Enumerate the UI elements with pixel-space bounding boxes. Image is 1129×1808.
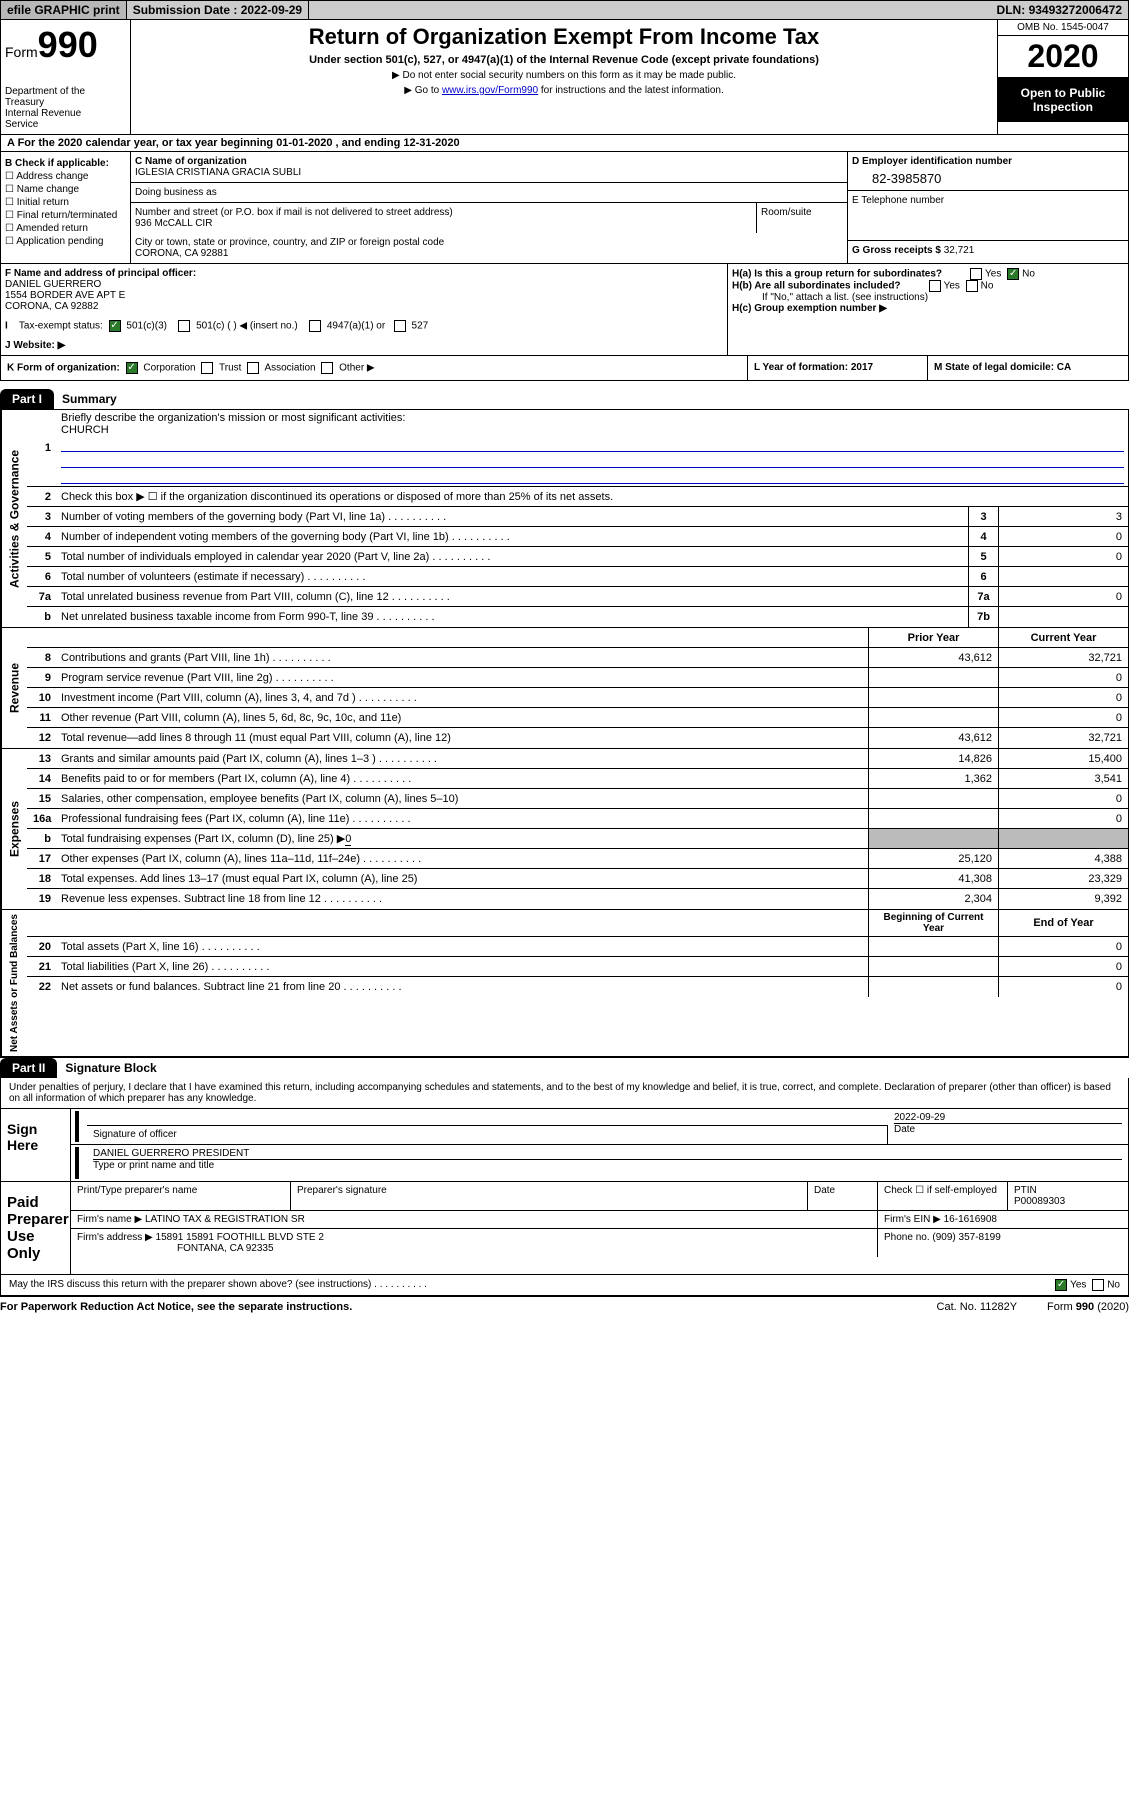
efile-print-button[interactable]: efile GRAPHIC print bbox=[1, 1, 127, 19]
public-inspection: Open to Public Inspection bbox=[998, 78, 1128, 122]
dept-treasury: Department of theTreasuryInternal Revenu… bbox=[5, 86, 126, 130]
col-d-ein: D Employer identification number82-39858… bbox=[848, 152, 1128, 263]
dln: DLN: 93493272006472 bbox=[991, 1, 1128, 19]
part2-header: Part II bbox=[0, 1058, 57, 1078]
checkbox-501c[interactable] bbox=[178, 320, 190, 332]
checkbox-527[interactable] bbox=[394, 320, 406, 332]
submission-date: Submission Date : 2022-09-29 bbox=[127, 1, 309, 19]
checkbox-501c3[interactable]: ✓ bbox=[109, 320, 121, 332]
row-a-tax-year: A For the 2020 calendar year, or tax yea… bbox=[0, 135, 1129, 152]
part1-header: Part I bbox=[0, 389, 54, 409]
form-title: Return of Organization Exempt From Incom… bbox=[135, 24, 993, 50]
sign-here-block: Sign Here Signature of officer 2022-09-2… bbox=[0, 1109, 1129, 1182]
form990-link[interactable]: www.irs.gov/Form990 bbox=[442, 85, 538, 96]
perjury-statement: Under penalties of perjury, I declare th… bbox=[0, 1078, 1129, 1109]
checkbox-4947[interactable] bbox=[309, 320, 321, 332]
info-grid: B Check if applicable: ☐ Address change … bbox=[0, 152, 1129, 264]
top-toolbar: efile GRAPHIC print Submission Date : 20… bbox=[0, 0, 1129, 20]
note-ssn: ▶ Do not enter social security numbers o… bbox=[135, 70, 993, 81]
col-b-checkboxes: B Check if applicable: ☐ Address change … bbox=[1, 152, 131, 263]
paid-preparer-block: Paid Preparer Use Only Print/Type prepar… bbox=[0, 1182, 1129, 1275]
row-klm: K Form of organization: ✓ Corporation Tr… bbox=[0, 356, 1129, 381]
page-footer: For Paperwork Reduction Act Notice, see … bbox=[0, 1296, 1129, 1317]
section-governance: Activities & Governance 1Briefly describ… bbox=[0, 409, 1129, 628]
row-fgh: F Name and address of principal officer:… bbox=[0, 264, 1129, 356]
section-revenue: Revenue Prior YearCurrent Year 8Contribu… bbox=[0, 628, 1129, 749]
section-expenses: Expenses 13Grants and similar amounts pa… bbox=[0, 749, 1129, 910]
omb-number: OMB No. 1545-0047 bbox=[998, 20, 1128, 36]
form-header: Form990 Department of theTreasuryInterna… bbox=[0, 20, 1129, 135]
note-link: ▶ Go to www.irs.gov/Form990 for instruct… bbox=[135, 85, 993, 96]
form-number: Form990 bbox=[5, 24, 126, 66]
form-subtitle: Under section 501(c), 527, or 4947(a)(1)… bbox=[135, 54, 993, 66]
tax-year: 2020 bbox=[998, 36, 1128, 78]
col-c-org-info: C Name of organizationIGLESIA CRISTIANA … bbox=[131, 152, 848, 263]
section-net-assets: Net Assets or Fund Balances Beginning of… bbox=[0, 910, 1129, 1057]
discuss-row: May the IRS discuss this return with the… bbox=[0, 1275, 1129, 1296]
